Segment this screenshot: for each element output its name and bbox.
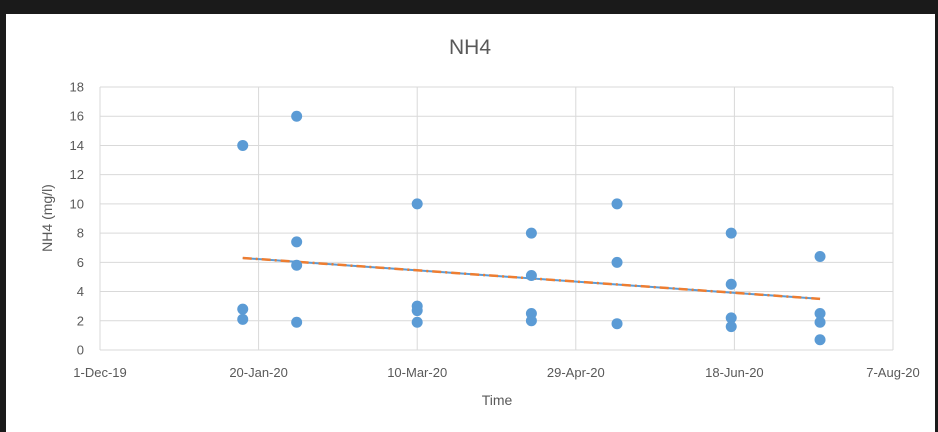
data-points [237, 110, 826, 346]
x-tick-label: 7-Aug-20 [866, 365, 919, 380]
x-tick-label: 1-Dec-19 [73, 365, 126, 380]
y-tick-label: 18 [70, 80, 84, 95]
y-tick-label: 0 [77, 343, 84, 358]
data-point [725, 312, 737, 324]
data-point [291, 236, 303, 248]
data-point [291, 259, 303, 271]
data-point [611, 256, 623, 268]
y-tick-label: 4 [77, 284, 84, 299]
data-point [411, 305, 423, 317]
y-tick-label: 6 [77, 255, 84, 270]
data-point [725, 321, 737, 333]
data-point [725, 227, 737, 239]
x-tick-label: 20-Jan-20 [229, 365, 288, 380]
data-point [611, 318, 623, 330]
x-tick-label: 29-Apr-20 [547, 365, 605, 380]
data-point [291, 316, 303, 328]
data-point [814, 250, 826, 262]
x-tick-label: 18-Jun-20 [705, 365, 764, 380]
data-point [237, 313, 249, 325]
data-point [725, 278, 737, 290]
y-tick-label: 16 [70, 109, 84, 124]
data-point [814, 334, 826, 346]
data-point [291, 110, 303, 122]
y-tick-label: 12 [70, 167, 84, 182]
data-point [525, 227, 537, 239]
y-tick-label: 2 [77, 313, 84, 328]
x-tick-label: 10-Mar-20 [387, 365, 447, 380]
data-point [525, 269, 537, 281]
data-point [237, 303, 249, 315]
data-point [814, 307, 826, 319]
data-point [525, 315, 537, 327]
data-point [611, 198, 623, 210]
x-axis-tick-labels: 1-Dec-19 20-Jan-20 10-Mar-20 29-Apr-20 18-Ju… [73, 365, 919, 380]
y-axis-label: NH4 (mg/l) [39, 184, 55, 252]
data-point [411, 316, 423, 328]
vertical-gridlines [99, 87, 894, 350]
y-tick-label: 14 [70, 138, 84, 153]
data-point [411, 198, 423, 210]
chart-title: NH4 [449, 36, 491, 59]
data-point [814, 316, 826, 328]
data-point [237, 139, 249, 151]
x-axis-label: Time [482, 392, 513, 408]
y-axis-tick-labels: 0 2 4 6 8 10 12 14 16 18 [70, 80, 84, 358]
y-tick-label: 8 [77, 226, 84, 241]
y-tick-label: 10 [70, 196, 84, 211]
horizontal-gridlines [100, 86, 893, 351]
